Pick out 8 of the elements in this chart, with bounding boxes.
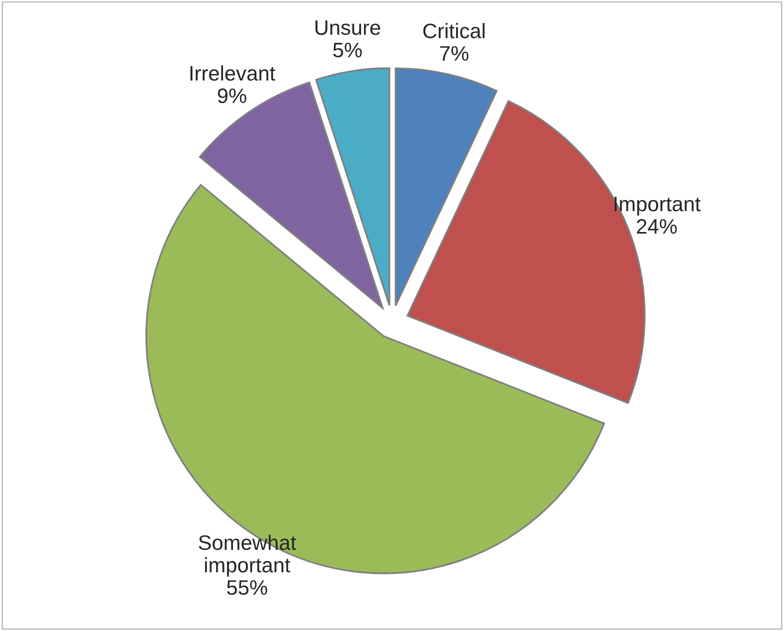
data-label: 55% bbox=[227, 580, 268, 595]
data-label: 24% bbox=[636, 219, 677, 234]
data-label: 5% bbox=[333, 42, 362, 58]
slice-label: Irrelevant bbox=[190, 65, 276, 81]
data-label: 7% bbox=[440, 46, 468, 61]
data-label: 9% bbox=[218, 88, 246, 104]
slice-label: Unsure bbox=[315, 20, 380, 35]
slice-label: Critical bbox=[423, 23, 485, 38]
